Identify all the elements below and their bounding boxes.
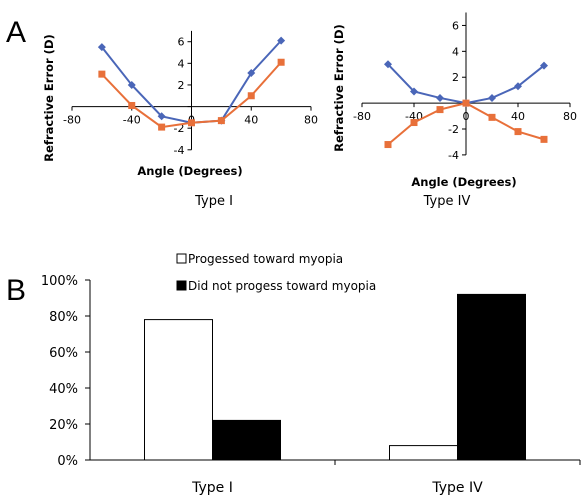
x-tick-label: -40: [123, 114, 141, 127]
y-tick-label: -4: [174, 144, 185, 157]
x-axis-title: Angle (Degrees): [411, 175, 516, 189]
x-axis-title: Angle (Degrees): [137, 164, 242, 178]
data-point: [127, 80, 136, 89]
data-point: [277, 58, 285, 66]
bar-chart-progression: Progessed toward myopia Did not progess …: [41, 252, 581, 496]
data-point: [98, 70, 106, 78]
data-point: [514, 82, 522, 91]
data-point: [384, 141, 392, 149]
data-point: [247, 69, 256, 78]
bar-progressed: [389, 445, 458, 461]
x-tick-label: -80: [63, 114, 81, 127]
bar-not-progressed: [457, 293, 526, 461]
bar-not-progressed: [212, 419, 281, 461]
y-tick-label: 2: [452, 71, 459, 84]
y-tick-label: -2: [448, 123, 459, 136]
data-point: [277, 36, 286, 45]
data-point: [410, 87, 418, 96]
data-point: [157, 112, 166, 121]
bar-progressed: [144, 319, 213, 461]
data-point: [436, 93, 444, 102]
data-point: [217, 117, 225, 125]
y-axis-title: Refractive Error (D): [332, 24, 346, 151]
y-tick-label: 4: [178, 57, 185, 70]
x-tick-label: 80: [304, 114, 318, 127]
legend-swatch-progressed: [176, 253, 187, 264]
data-point: [410, 119, 418, 127]
y-tick-label: 0%: [57, 454, 78, 469]
y-tick-label: 4: [452, 45, 459, 58]
legend-swatch-not-progressed: [176, 280, 187, 291]
x-category-label: Type I: [191, 480, 233, 496]
y-tick-label: -2: [174, 122, 185, 135]
y-axis-title: Refractive Error (D): [42, 34, 56, 161]
data-point: [436, 106, 444, 114]
data-point: [128, 101, 136, 109]
data-point: [540, 135, 548, 143]
chart-caption: Type IV: [423, 194, 471, 209]
data-point: [188, 119, 195, 127]
y-tick-label: -4: [448, 149, 459, 162]
legend-label-not-progressed: Did not progess toward myopia: [188, 279, 376, 293]
panel-label-b: B: [6, 274, 26, 307]
x-tick-label: 0: [463, 110, 470, 123]
x-tick-label: 40: [244, 114, 258, 127]
data-point: [462, 99, 470, 107]
y-tick-label: 20%: [49, 418, 78, 433]
data-point: [158, 123, 166, 131]
legend: Progessed toward myopia Did not progess …: [176, 252, 376, 293]
data-point: [247, 92, 255, 100]
y-tick-label: 6: [178, 36, 185, 49]
chart-caption: Type I: [194, 194, 233, 209]
data-point: [488, 113, 496, 121]
line-chart-type-iv: Refractive Error (D) Angle (Degrees) Typ…: [332, 12, 577, 209]
data-point: [384, 60, 392, 69]
y-tick-label: 2: [178, 79, 185, 92]
x-tick-label: -80: [353, 110, 371, 123]
data-point: [97, 43, 106, 52]
data-point: [514, 128, 522, 136]
y-tick-label: 40%: [49, 382, 78, 397]
legend-label-progressed: Progessed toward myopia: [188, 252, 343, 266]
y-tick-label: 100%: [41, 274, 78, 289]
y-tick-label: 6: [452, 19, 459, 32]
y-tick-label: 60%: [49, 346, 78, 361]
line-chart-type-i: Refractive Error (D) Angle (Degrees) Typ…: [42, 30, 318, 209]
x-tick-label: 40: [511, 110, 525, 123]
data-point: [540, 61, 548, 70]
x-category-label: Type IV: [431, 480, 483, 496]
data-point: [488, 93, 496, 102]
y-tick-label: 80%: [49, 310, 78, 325]
panel-label-a: A: [6, 16, 26, 49]
x-tick-label: 80: [563, 110, 577, 123]
